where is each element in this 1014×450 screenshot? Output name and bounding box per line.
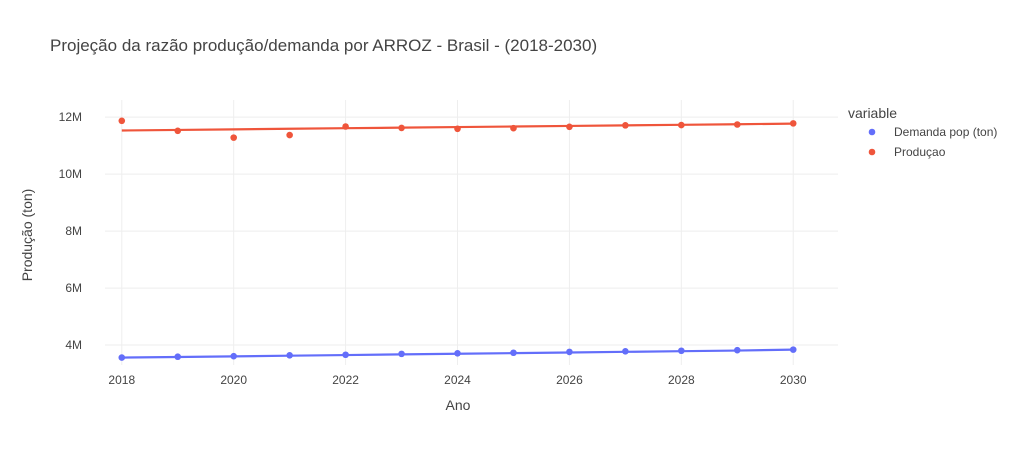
data-point[interactable] (622, 348, 629, 355)
data-point[interactable] (230, 134, 237, 141)
data-point[interactable] (398, 124, 405, 132)
data-point[interactable] (789, 120, 797, 127)
legend-marker (868, 148, 876, 156)
x-tick-label: 2020 (220, 373, 247, 387)
x-tick-label: 2030 (780, 373, 807, 387)
data-point[interactable] (566, 123, 573, 131)
x-tick-label: 2026 (556, 373, 583, 387)
data-point[interactable] (733, 121, 741, 128)
data-point[interactable] (398, 350, 405, 358)
data-point[interactable] (678, 347, 685, 355)
data-point[interactable] (454, 350, 461, 357)
data-point[interactable] (342, 123, 349, 130)
y-tick-label: 4M (65, 338, 82, 352)
data-point[interactable] (510, 124, 517, 132)
data-point[interactable] (678, 121, 685, 129)
series-1 (118, 117, 797, 141)
data-point[interactable] (733, 346, 741, 354)
data-point[interactable] (230, 352, 237, 360)
x-tick-label: 2022 (332, 373, 359, 387)
y-tick-label: 8M (65, 224, 82, 238)
data-point[interactable] (286, 131, 293, 139)
data-point[interactable] (566, 348, 573, 356)
data-point[interactable] (510, 349, 517, 357)
data-point[interactable] (174, 353, 182, 361)
x-tick-label: 2018 (108, 373, 135, 387)
legend[interactable]: variable Demanda pop (ton) Produçao (848, 105, 997, 159)
x-tick-label: 2028 (668, 373, 695, 387)
legend-label: Demanda pop (ton) (894, 125, 997, 139)
tick-layer: 2018 2020 2022 2024 2026 2028 2030 4M 6M 8M 10M 12M (59, 110, 807, 387)
data-point[interactable] (622, 122, 629, 129)
data-point[interactable] (342, 351, 349, 359)
legend-label: Produçao (894, 145, 946, 159)
data-point[interactable] (118, 117, 126, 125)
series-0 (118, 346, 797, 361)
data-point[interactable] (789, 346, 797, 353)
y-tick-label: 12M (59, 110, 82, 124)
data-point[interactable] (174, 127, 182, 135)
y-axis-title: Produção (ton) (19, 189, 35, 282)
data-point[interactable] (454, 125, 461, 133)
x-tick-label: 2024 (444, 373, 471, 387)
legend-title: variable (848, 105, 897, 121)
y-tick-label: 10M (59, 167, 82, 181)
y-tick-label: 6M (65, 281, 82, 295)
legend-item[interactable]: Produçao (868, 145, 946, 159)
chart-title: Projeção da razão produção/demanda por A… (50, 36, 597, 55)
legend-item[interactable]: Demanda pop (ton) (868, 125, 998, 139)
legend-marker (868, 128, 876, 136)
series-layer (118, 117, 797, 361)
grid-layer (105, 100, 838, 365)
data-point[interactable] (286, 352, 293, 359)
legend-items: Demanda pop (ton) Produçao (868, 125, 998, 159)
data-point[interactable] (118, 354, 126, 361)
x-axis-title: Ano (446, 397, 471, 413)
